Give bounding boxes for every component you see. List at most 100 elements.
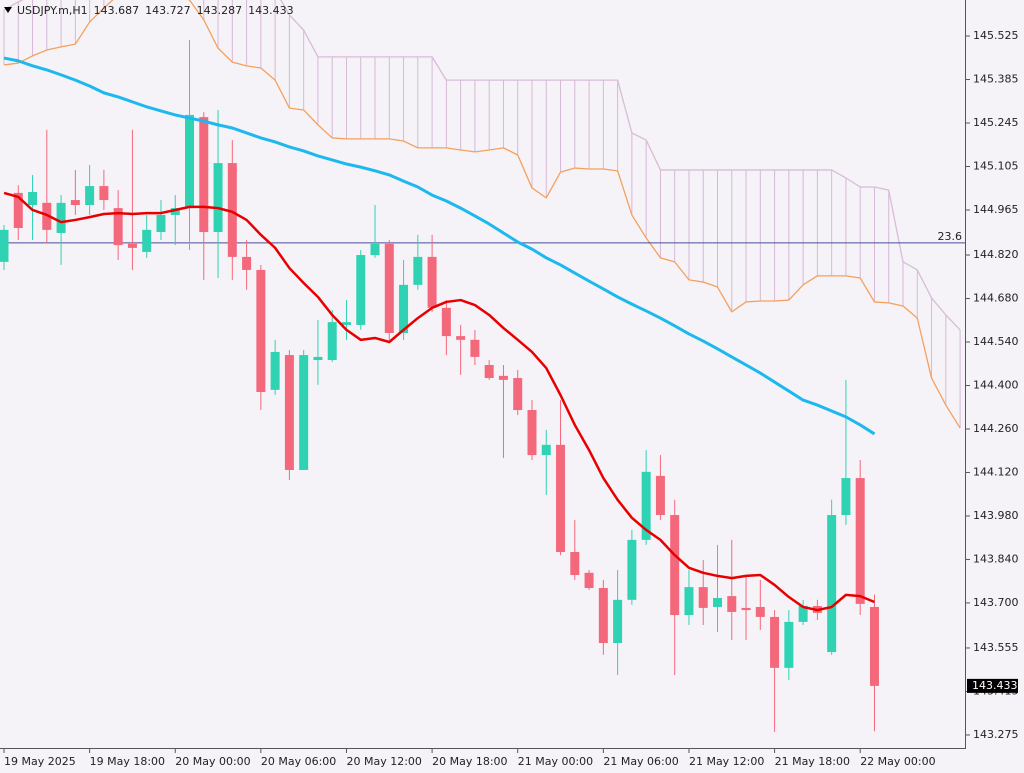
y-tick-label: 144.820: [973, 248, 1019, 261]
candle-body: [584, 572, 594, 589]
header-value: 143.727: [145, 4, 191, 17]
candle-body: [313, 356, 323, 361]
candle-body: [441, 307, 451, 337]
candle-body: [484, 364, 494, 379]
y-tick-label: 143.840: [973, 552, 1019, 565]
candle-body: [841, 478, 851, 516]
plot-area: [0, 0, 965, 732]
candle-body: [256, 269, 266, 393]
x-tick-label: 20 May 06:00: [261, 755, 336, 768]
y-tick-label: 143.980: [973, 509, 1019, 522]
candle-body: [784, 621, 794, 668]
x-tick-label: 21 May 06:00: [603, 755, 678, 768]
candle-body: [85, 186, 95, 206]
candle-body: [427, 256, 437, 308]
candle-body: [284, 355, 294, 470]
y-tick-label: 144.965: [973, 203, 1019, 216]
candle-body: [270, 351, 280, 390]
candle-body: [498, 375, 508, 380]
x-tick-label: 20 May 00:00: [175, 755, 250, 768]
candle-body: [170, 208, 180, 215]
candle-body: [541, 444, 551, 456]
candle-body: [456, 336, 466, 340]
candle-body: [770, 616, 780, 668]
candle-body: [70, 200, 80, 206]
y-tick-label: 144.680: [973, 292, 1019, 305]
y-tick-label: 144.540: [973, 335, 1019, 348]
candle-body: [242, 256, 252, 270]
candle-body: [327, 322, 337, 361]
candle-body: [727, 596, 737, 612]
candle-body: [513, 378, 523, 411]
candle-body: [142, 229, 152, 252]
header-value: 143.433: [248, 4, 294, 17]
candle-body: [684, 587, 694, 616]
x-tick-label: 21 May 18:00: [775, 755, 850, 768]
candle-body: [341, 322, 351, 325]
y-tick-label: 144.400: [973, 378, 1019, 391]
x-tick-label: 20 May 18:00: [432, 755, 507, 768]
candle-body: [613, 599, 623, 644]
y-tick-label: 143.555: [973, 641, 1019, 654]
y-tick-label: 143.275: [973, 728, 1019, 741]
candle-body: [13, 192, 23, 229]
candle-body: [113, 208, 123, 246]
candle-body: [855, 478, 865, 604]
candle-body: [627, 539, 637, 600]
price-box: [967, 678, 1018, 693]
candle-body: [370, 243, 380, 256]
candle-body: [127, 243, 137, 248]
candle-body: [670, 515, 680, 616]
y-tick-label: 144.260: [973, 422, 1019, 435]
candle-body: [598, 588, 608, 644]
menu-triangle[interactable]: [4, 7, 12, 13]
moving-average: [3, 56, 876, 436]
candle-body: [827, 515, 837, 653]
x-tick-label: 19 May 18:00: [90, 755, 165, 768]
senkou-span-b: [3, 0, 961, 331]
x-tick-label: 20 May 12:00: [346, 755, 421, 768]
candle-body: [384, 243, 394, 333]
x-tick-label: 21 May 12:00: [689, 755, 764, 768]
candle-body: [399, 284, 409, 333]
candle-body: [698, 587, 708, 608]
candle-body: [570, 551, 580, 575]
candle-body: [741, 607, 751, 611]
candle-body: [527, 410, 537, 456]
candle-body: [299, 355, 309, 470]
candle-body: [413, 256, 423, 285]
price-label: 143.433: [972, 679, 1018, 692]
symbol: USDJPY.m,H1: [17, 4, 88, 17]
y-tick-label: 145.245: [973, 116, 1019, 129]
level-label: 23.6: [938, 230, 963, 243]
candle-body: [185, 114, 195, 209]
y-tick-label: 144.120: [973, 465, 1019, 478]
header-value: 143.287: [197, 4, 243, 17]
candle-body: [869, 606, 879, 686]
y-tick-label: 143.700: [973, 596, 1019, 609]
candle-body: [227, 163, 237, 257]
x-tick-label: 21 May 00:00: [518, 755, 593, 768]
candle-body: [99, 186, 109, 201]
y-tick-label: 145.385: [973, 73, 1019, 86]
candle-body: [213, 163, 223, 233]
candle-body: [641, 471, 651, 540]
candle-body: [470, 339, 480, 357]
candle-body: [199, 117, 209, 233]
candle-body: [556, 444, 566, 552]
candle-body: [655, 475, 665, 516]
candle-body: [0, 229, 9, 262]
candle-body: [56, 202, 66, 233]
moving-average: [3, 191, 875, 612]
candle-body: [28, 191, 38, 206]
header: USDJPY.m,H1 143.687 143.727 143.287 143.433: [17, 4, 294, 17]
candle-body: [798, 606, 808, 622]
candle-body: [755, 606, 765, 617]
header-value: 143.687: [94, 4, 140, 17]
candle-body: [356, 255, 366, 325]
x-tick-label: 22 May 00:00: [860, 755, 935, 768]
candle-body: [156, 214, 166, 233]
y-tick-label: 145.105: [973, 159, 1019, 172]
